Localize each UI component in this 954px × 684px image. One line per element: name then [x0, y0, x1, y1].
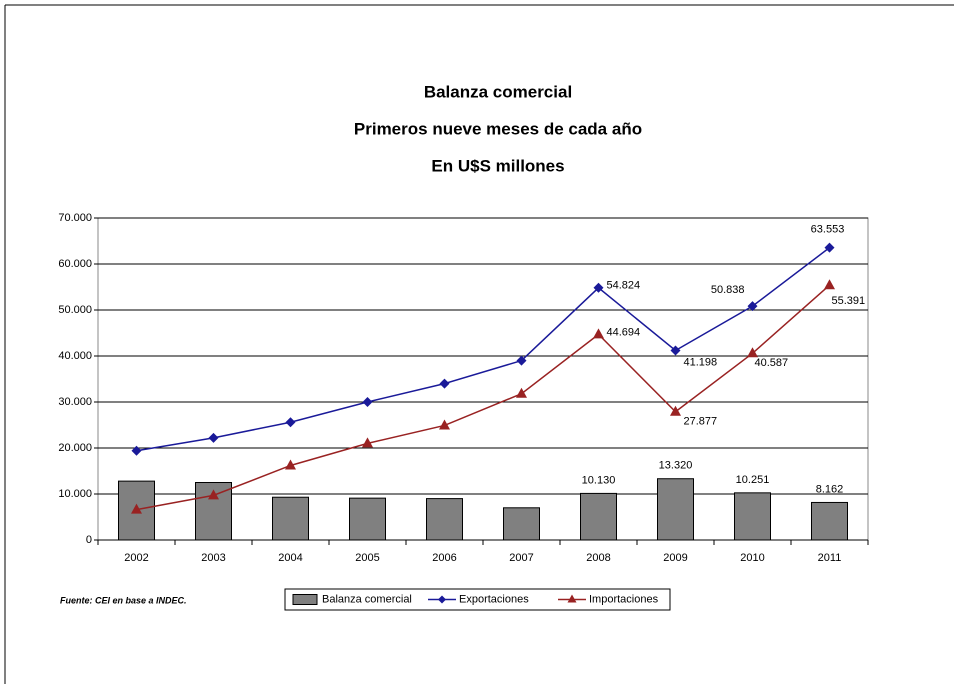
marker [747, 301, 758, 312]
legend-label: Exportaciones [459, 593, 529, 605]
source-note: Fuente: CEI en base a INDEC. [60, 595, 187, 605]
x-tick-label: 2009 [663, 552, 687, 564]
data-label: 27.877 [684, 416, 718, 428]
x-tick-label: 2008 [586, 552, 610, 564]
marker [516, 355, 527, 366]
y-tick-label: 60.000 [58, 258, 92, 270]
marker [439, 419, 450, 430]
x-tick-label: 2003 [201, 552, 225, 564]
marker [439, 378, 450, 389]
x-tick-label: 2007 [509, 552, 533, 564]
data-label: 13.320 [659, 460, 693, 472]
data-label: 40.587 [755, 357, 789, 369]
x-tick-label: 2004 [278, 552, 302, 564]
marker [362, 397, 373, 407]
marker [131, 503, 142, 514]
legend-swatch [292, 594, 318, 605]
marker [670, 345, 681, 356]
data-label: 41.198 [684, 356, 718, 368]
y-tick-label: 10.000 [58, 488, 92, 500]
x-tick-label: 2010 [740, 552, 764, 564]
data-label: 8.162 [816, 483, 844, 495]
data-label: 63.553 [811, 224, 845, 236]
x-tick-label: 2011 [818, 552, 842, 564]
bar [272, 496, 309, 541]
x-tick-label: 2002 [124, 552, 148, 564]
bar [503, 507, 540, 541]
data-label: 50.838 [711, 284, 745, 296]
y-tick-label: 0 [86, 534, 92, 546]
marker [593, 282, 604, 293]
bar [426, 498, 463, 541]
bar [349, 497, 386, 541]
marker [593, 328, 604, 339]
legend-marker [567, 594, 577, 603]
marker [208, 432, 219, 443]
marker [131, 445, 142, 456]
marker [516, 387, 527, 398]
bar [734, 492, 771, 541]
marker [285, 417, 296, 428]
chart-title: Balanza comercial [424, 82, 572, 101]
data-label: 54.824 [607, 280, 641, 292]
marker [208, 489, 219, 500]
x-tick-label: 2006 [432, 552, 456, 564]
marker [362, 437, 373, 448]
marker [824, 279, 835, 290]
legend-label: Importaciones [589, 593, 659, 605]
marker [285, 459, 296, 470]
line [136, 247, 830, 452]
legend-marker [438, 595, 446, 604]
bar [657, 478, 694, 541]
marker [824, 242, 835, 253]
bar [580, 492, 617, 541]
data-label: 10.251 [736, 474, 770, 486]
y-tick-label: 50.000 [58, 304, 92, 316]
bar [811, 501, 848, 541]
y-tick-label: 30.000 [58, 396, 92, 408]
data-label: 44.694 [607, 326, 641, 338]
marker [747, 347, 758, 358]
marker [670, 405, 681, 416]
line [136, 284, 830, 511]
chart-subtitle: Primeros nueve meses de cada año [354, 119, 642, 138]
y-tick-label: 40.000 [58, 350, 92, 362]
legend-box [284, 588, 671, 611]
y-tick-label: 70.000 [58, 212, 92, 224]
legend-label: Balanza comercial [322, 593, 412, 605]
unit-line: En U$S millones [431, 156, 564, 175]
data-label: 55.391 [832, 295, 866, 307]
data-label: 10.130 [582, 474, 616, 486]
y-tick-label: 20.000 [58, 442, 92, 454]
x-tick-label: 2005 [355, 552, 379, 564]
